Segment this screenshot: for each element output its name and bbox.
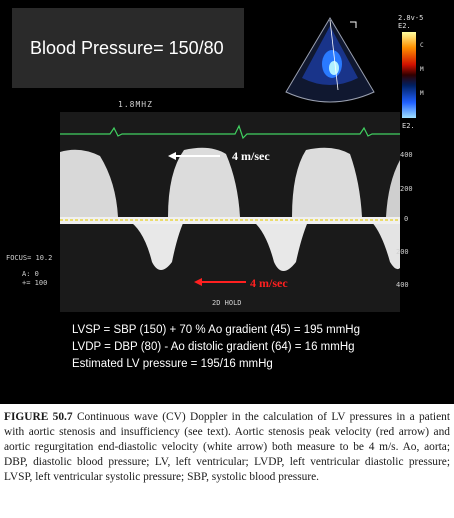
equation-line: Estimated LV pressure = 195/16 mmHg <box>72 358 273 370</box>
caption-label: FIGURE 50.7 <box>4 411 73 423</box>
equations-block: LVSP = SBP (150) + 70 % Ao gradient (45)… <box>72 322 432 373</box>
equation-line: LVSP = SBP (150) + 70 % Ao gradient (45)… <box>72 324 360 336</box>
lower-envelope-1 <box>60 217 186 270</box>
color-scale-label: C <box>420 42 424 49</box>
ecg-trace <box>60 124 400 140</box>
red-arrow-label: 4 m/sec <box>250 276 288 290</box>
doppler-spectrum <box>60 112 400 312</box>
figure-panel: Blood Pressure= 150/80 2.8v-5 E2. C M M … <box>0 0 454 404</box>
upper-envelope-4 <box>386 160 400 217</box>
settings-line: A: 0 <box>22 270 39 278</box>
upper-envelope-3 <box>292 147 362 217</box>
hold-label: 2D HOLD <box>212 299 242 307</box>
figure-caption: FIGURE 50.7 Continuous wave (CV) Doppler… <box>4 410 450 485</box>
frequency-label: 1.8MHZ <box>118 100 153 109</box>
settings-line: += 100 <box>22 279 48 287</box>
sector-cursor-line <box>329 19 339 91</box>
lower-envelope-3 <box>352 217 400 270</box>
color-scale-top-line1: 2.8v-5 <box>398 14 424 22</box>
equation-line: LVDP = DBP (80) - Ao distolic gradient (… <box>72 341 355 353</box>
color-scale-labels: C M M <box>420 34 424 106</box>
color-scale-label: M <box>420 66 424 73</box>
echo-sector-image <box>285 17 375 103</box>
scale-tick: 0 <box>404 215 409 223</box>
upper-envelope-1 <box>60 149 118 217</box>
scale-tick: 200 <box>400 185 413 193</box>
scale-tick: 400 <box>400 151 413 159</box>
settings-label: A: 0 += 100 <box>22 270 47 288</box>
blood-pressure-label: Blood Pressure= 150/80 <box>30 38 224 58</box>
blood-pressure-box: Blood Pressure= 150/80 <box>12 8 244 88</box>
lower-envelope-2 <box>230 217 310 271</box>
white-arrow-label: 4 m/sec <box>232 149 270 163</box>
color-scale-bottom: E2. <box>402 122 415 130</box>
scale-tick: 400 <box>396 281 409 289</box>
color-scale-top-line2: E2. <box>398 22 411 30</box>
scale-tick: 200 <box>396 248 409 256</box>
sector-color-core <box>329 61 339 75</box>
sector-marker <box>350 21 357 28</box>
caption-text: Continuous wave (CV) Doppler in the calc… <box>4 411 450 483</box>
white-arrow-head <box>168 152 176 160</box>
focus-label: FOCUS= 10.2 <box>6 254 53 262</box>
color-scale-label: M <box>420 90 424 97</box>
red-arrow-head <box>194 278 202 286</box>
color-scale-bar <box>402 32 416 118</box>
upper-envelope-2 <box>168 147 240 217</box>
